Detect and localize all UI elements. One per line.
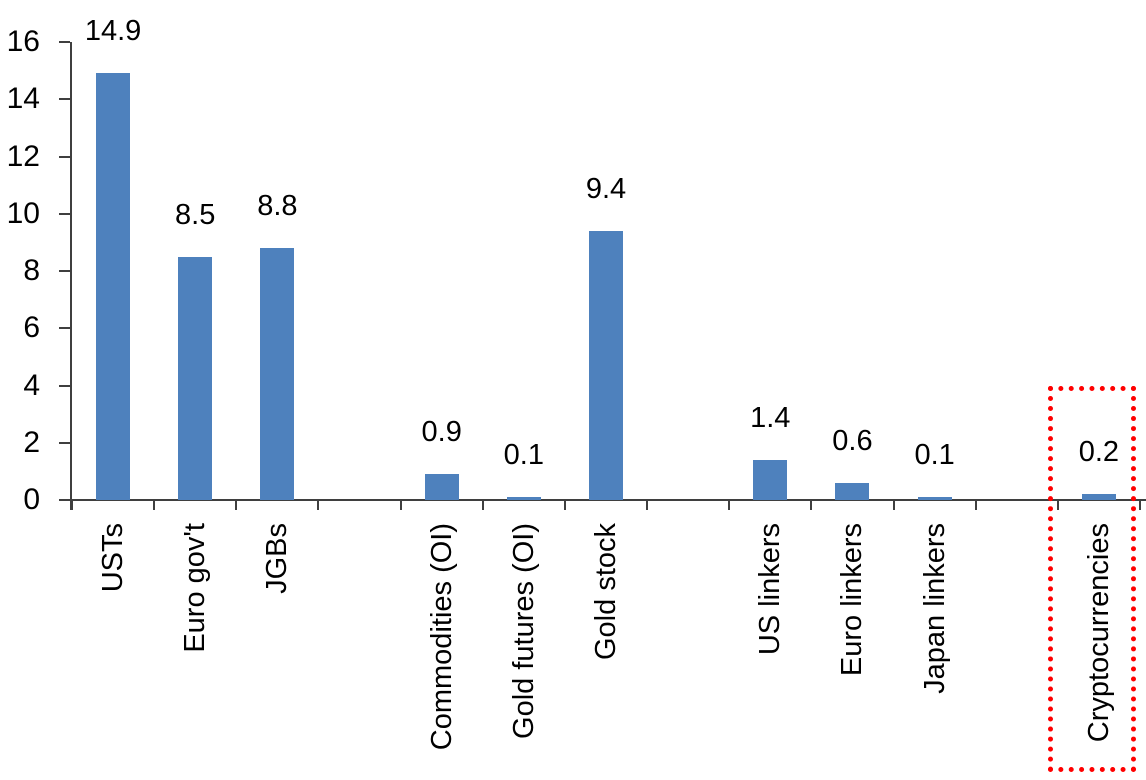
bar [1081,494,1116,500]
y-tick-label: 12 [6,139,40,173]
bar [96,73,131,500]
x-tick-mark [399,500,402,510]
bar [589,230,623,500]
y-tick-mark [59,270,70,272]
x-tick-mark [728,500,731,510]
bar [753,459,788,500]
x-tick-mark [892,500,895,510]
x-axis-line [70,499,1146,501]
bar [424,474,459,500]
bar [835,482,870,500]
y-tick-label: 4 [23,368,40,402]
y-tick-mark [59,155,70,158]
bar [260,248,295,500]
y-tick-mark [59,41,70,43]
bar [178,256,213,500]
y-tick-label: 16 [6,25,40,58]
y-tick-label: 6 [23,311,40,345]
bar [506,497,541,500]
y-tick-mark [59,384,70,387]
bar-value-label: 1.4 [750,401,791,434]
bar-value-label: 0.6 [832,424,873,457]
category-label: Euro gov't [179,523,212,653]
category-label: JGBs [261,523,294,594]
x-tick-mark [646,500,649,510]
bar-value-label: 0.2 [1078,436,1120,469]
y-tick-mark [59,327,70,330]
y-tick-label: 14 [6,82,40,116]
category-label: Commodities (OI) [425,523,458,751]
bar-value-label: 0.9 [421,416,462,449]
category-label: Euro linkers [836,523,869,677]
category-label: USTs [97,523,130,593]
bar-value-label: 0.1 [503,439,544,472]
x-tick-mark [71,500,73,510]
x-tick-mark [1139,500,1141,510]
y-tick-label: 2 [23,425,40,459]
y-axis-line [70,42,72,510]
bar-value-label: 8.5 [175,198,216,231]
x-tick-mark [974,500,977,510]
x-tick-mark [810,500,813,510]
x-tick-mark [1056,500,1059,510]
category-label: US linkers [754,523,787,656]
category-label: Gold stock [590,523,622,660]
y-tick-mark [59,212,70,215]
bar [917,497,952,500]
highlight-box [1047,385,1136,772]
bar-value-label: 9.4 [585,172,627,205]
x-tick-mark [317,500,320,510]
x-tick-mark [481,500,484,510]
y-tick-mark [59,441,70,444]
y-tick-mark [59,499,70,501]
y-tick-label: 8 [23,254,40,287]
category-label: Japan linkers [918,523,951,694]
x-tick-mark [153,500,156,510]
y-tick-mark [59,98,70,101]
y-tick-label: 10 [6,196,40,230]
bar-value-label: 0.1 [914,439,955,472]
y-tick-label: 0 [23,483,40,516]
x-tick-mark [235,500,238,510]
category-label: Gold futures (OI) [507,523,540,739]
x-tick-mark [563,500,566,510]
bar-value-label: 14.9 [84,15,142,48]
bar-value-label: 8.8 [257,190,298,223]
